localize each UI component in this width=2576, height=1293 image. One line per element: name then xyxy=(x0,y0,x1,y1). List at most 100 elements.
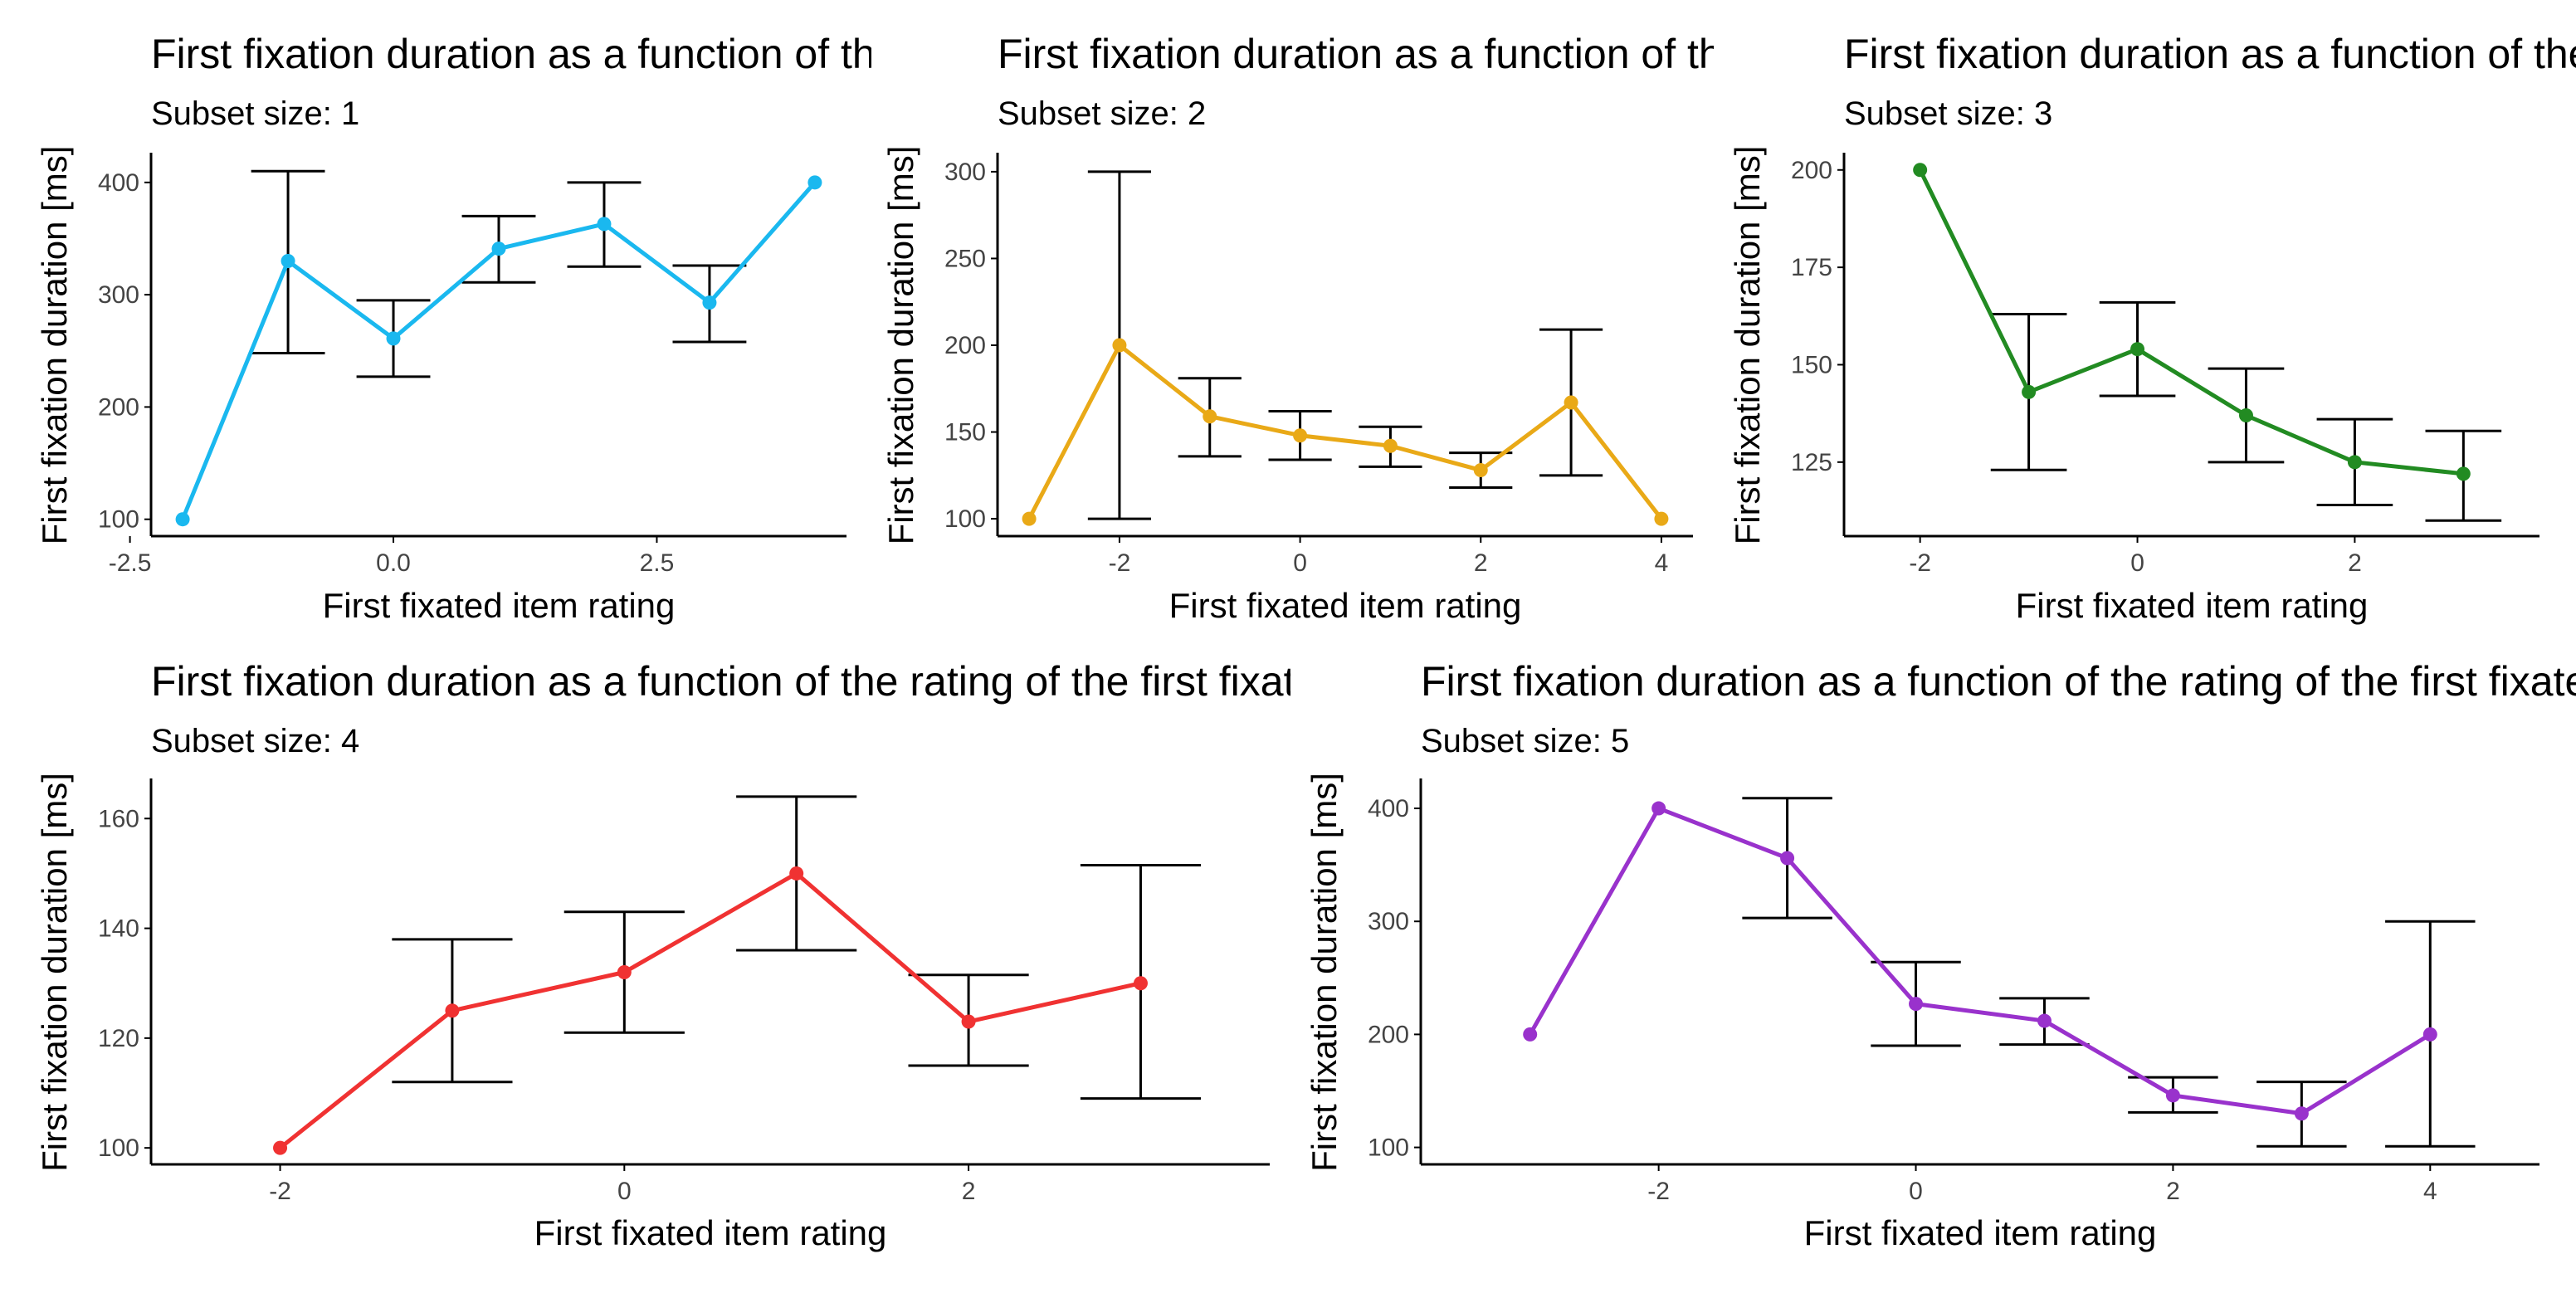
y-tick-label: 120 xyxy=(98,1025,139,1052)
y-tick-label: 100 xyxy=(944,505,986,533)
chart-subtitle: Subset size: 4 xyxy=(151,723,359,759)
x-tick-label: -2 xyxy=(1909,549,1931,577)
data-point xyxy=(445,1003,460,1018)
y-tick-label: 250 xyxy=(944,245,986,272)
panel-subset-1: First fixation duration as a function of… xyxy=(35,31,1431,625)
series-line xyxy=(1918,168,2464,476)
data-point xyxy=(789,866,804,881)
x-tick-label: 2.5 xyxy=(640,549,675,577)
panel-subset-5: First fixation duration as a function of… xyxy=(1305,658,2576,1252)
y-tick-label: 140 xyxy=(98,915,139,943)
data-point xyxy=(281,254,295,269)
y-tick-label: 400 xyxy=(1368,795,1409,822)
chart-title: First fixation duration as a function of… xyxy=(998,31,2277,77)
data-point xyxy=(1203,409,1217,424)
y-tick-label: 150 xyxy=(944,419,986,446)
series-line xyxy=(1528,806,2432,1116)
data-point xyxy=(2422,1027,2437,1042)
x-tick-label: -2 xyxy=(269,1178,291,1205)
y-tick-label: 300 xyxy=(944,159,986,186)
chart-subtitle: Subset size: 5 xyxy=(1421,723,1629,759)
data-point xyxy=(1112,338,1127,353)
chart-subtitle: Subset size: 3 xyxy=(1844,95,2052,132)
y-axis-title: First fixation duration [ms] xyxy=(35,773,74,1172)
data-point xyxy=(1909,997,1924,1012)
data-point xyxy=(1133,976,1148,991)
data-point xyxy=(617,965,632,979)
x-tick-label: 0 xyxy=(617,1178,632,1205)
data-point xyxy=(961,1014,976,1029)
data-point xyxy=(1654,511,1669,526)
y-axis-title: First fixation duration [ms] xyxy=(35,146,74,545)
data-point xyxy=(386,331,401,346)
series-line xyxy=(278,871,1142,1150)
data-point xyxy=(273,1140,288,1155)
y-tick-label: 200 xyxy=(1791,157,1832,184)
x-tick-label: 2 xyxy=(962,1178,976,1205)
data-point xyxy=(2130,342,2145,357)
series-line xyxy=(1027,343,1663,520)
x-axis-title: First fixated item rating xyxy=(534,1213,887,1252)
chart-title: First fixation duration as a function of… xyxy=(1844,31,2576,77)
y-tick-label: 100 xyxy=(98,1134,139,1162)
data-point xyxy=(702,295,717,310)
data-point xyxy=(807,175,822,190)
data-point xyxy=(1913,163,1928,178)
chart-title: First fixation duration as a function of… xyxy=(151,31,1431,77)
panel-subset-3: First fixation duration as a function of… xyxy=(1728,31,2576,625)
x-tick-label: 0 xyxy=(2130,549,2144,577)
y-axis-title: First fixation duration [ms] xyxy=(1728,146,1767,545)
data-point xyxy=(1293,428,1308,443)
y-tick-label: 200 xyxy=(1368,1021,1409,1048)
x-tick-label: 2 xyxy=(2166,1178,2180,1205)
x-tick-label: 4 xyxy=(1655,549,1669,577)
data-point xyxy=(2456,466,2471,481)
y-tick-label: 200 xyxy=(944,332,986,359)
data-point xyxy=(1564,395,1578,410)
chart-title: First fixation duration as a function of… xyxy=(151,658,1431,705)
data-point xyxy=(1780,851,1795,866)
chart-title: First fixation duration as a function of… xyxy=(1421,658,2576,705)
y-axis-title: First fixation duration [ms] xyxy=(1305,773,1344,1172)
x-tick-label: 2 xyxy=(1474,549,1488,577)
x-tick-label: 2 xyxy=(2348,549,2362,577)
x-axis-title: First fixated item rating xyxy=(1804,1213,2157,1252)
data-point xyxy=(1383,438,1398,453)
data-point xyxy=(597,217,612,232)
x-axis-title: First fixated item rating xyxy=(2016,586,2369,625)
panel-subset-2: First fixation duration as a function of… xyxy=(881,31,2277,625)
y-axis-title: First fixation duration [ms] xyxy=(881,146,920,545)
chart-subtitle: Subset size: 1 xyxy=(151,95,359,132)
y-tick-label: 100 xyxy=(98,506,139,534)
data-point xyxy=(1651,801,1666,816)
data-point xyxy=(2022,384,2037,399)
x-tick-label: 0 xyxy=(1909,1178,1923,1205)
x-axis-title: First fixated item rating xyxy=(1169,586,1522,625)
data-point xyxy=(175,512,190,527)
y-tick-label: 300 xyxy=(1368,908,1409,935)
data-point xyxy=(2294,1106,2309,1121)
y-tick-label: 100 xyxy=(1368,1134,1409,1162)
y-tick-label: 125 xyxy=(1791,449,1832,476)
data-point xyxy=(491,242,506,256)
data-point xyxy=(2238,407,2253,422)
data-point xyxy=(1523,1027,1538,1042)
x-tick-label: -2.5 xyxy=(109,549,152,577)
x-tick-label: 0 xyxy=(1293,549,1307,577)
y-tick-label: 400 xyxy=(98,169,139,197)
x-tick-label: 4 xyxy=(2423,1178,2437,1205)
data-point xyxy=(2037,1013,2052,1028)
x-axis-title: First fixated item rating xyxy=(323,586,676,625)
x-tick-label: -2 xyxy=(1109,549,1131,577)
data-point xyxy=(1473,463,1488,478)
y-tick-label: 175 xyxy=(1791,254,1832,281)
data-point xyxy=(2347,455,2362,470)
y-tick-label: 300 xyxy=(98,281,139,309)
panel-subset-4: First fixation duration as a function of… xyxy=(35,658,1431,1252)
data-point xyxy=(2165,1088,2180,1103)
data-point xyxy=(1022,511,1037,526)
y-tick-label: 150 xyxy=(1791,351,1832,378)
chart-subtitle: Subset size: 2 xyxy=(998,95,1206,132)
y-tick-label: 160 xyxy=(98,805,139,832)
